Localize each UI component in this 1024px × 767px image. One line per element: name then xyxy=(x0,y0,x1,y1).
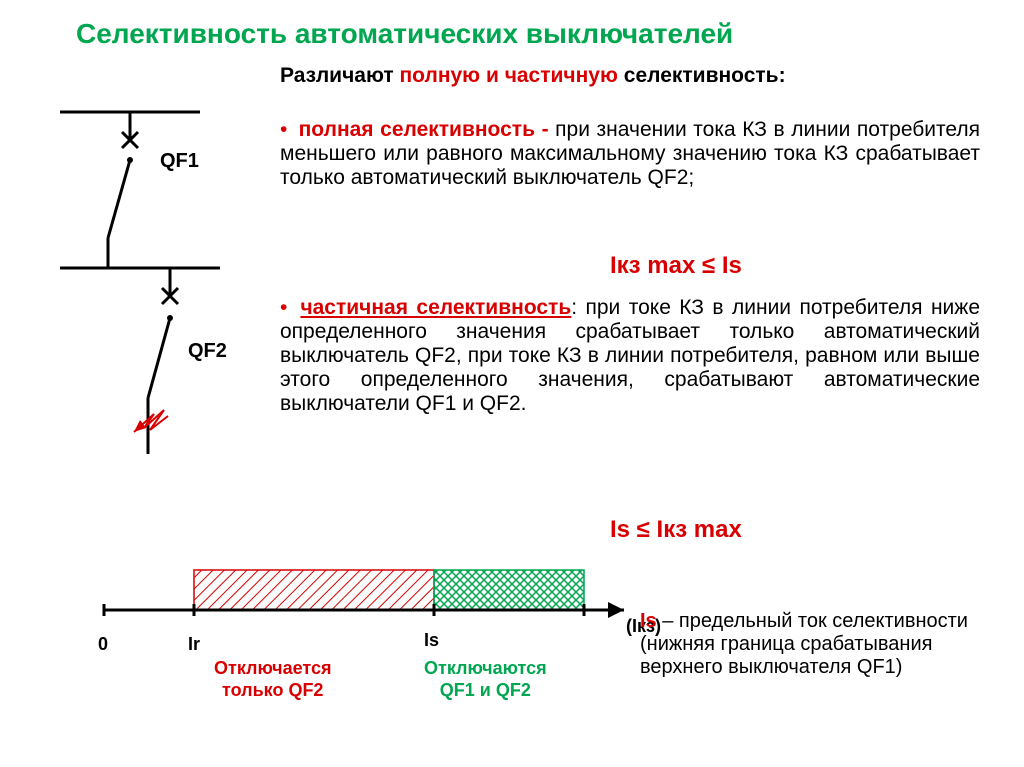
selectivity-axis: 0 Ir Is (Iкз) Отключаетсятолько QF2 Откл… xyxy=(64,560,704,730)
is-definition: Is – предельный ток селективности (нижня… xyxy=(640,610,1000,679)
para2-em: частичная селективность xyxy=(300,296,571,319)
axis-svg xyxy=(64,560,704,730)
qf1-label: QF1 xyxy=(160,150,199,173)
caption-qf2-only: Отключаетсятолько QF2 xyxy=(214,658,332,701)
caption-qf1-qf2: ОтключаютсяQF1 и QF2 xyxy=(424,658,547,701)
bullet-icon: • xyxy=(280,296,292,320)
subtitle-post: селективность: xyxy=(618,64,786,87)
formula-1: Iкз max ≤ Is xyxy=(610,252,742,280)
axis-ir: Ir xyxy=(188,634,200,655)
page-title: Селективность автоматических выключателе… xyxy=(76,18,733,50)
axis-is: Is xyxy=(424,630,439,651)
axis-zero: 0 xyxy=(98,634,108,655)
is-text: – предельный ток селективности (нижняя г… xyxy=(640,610,968,678)
para1-em: полная селективность - xyxy=(299,118,549,141)
circuit-diagram: QF1 QF2 xyxy=(60,110,240,470)
qf2-label: QF2 xyxy=(188,340,227,363)
is-symbol: Is xyxy=(640,610,657,632)
bullet-icon: • xyxy=(280,118,292,142)
formula-2: Is ≤ Iкз max xyxy=(610,516,742,544)
subtitle-em: полную и частичную xyxy=(399,64,617,87)
subtitle-pre: Различают xyxy=(280,64,399,87)
subtitle: Различают полную и частичную селективнос… xyxy=(280,64,786,88)
circuit-svg xyxy=(60,110,240,470)
para-partial-selectivity: • частичная селективность: при токе КЗ в… xyxy=(280,296,980,416)
para-full-selectivity: • полная селективность - при значении то… xyxy=(280,118,980,190)
